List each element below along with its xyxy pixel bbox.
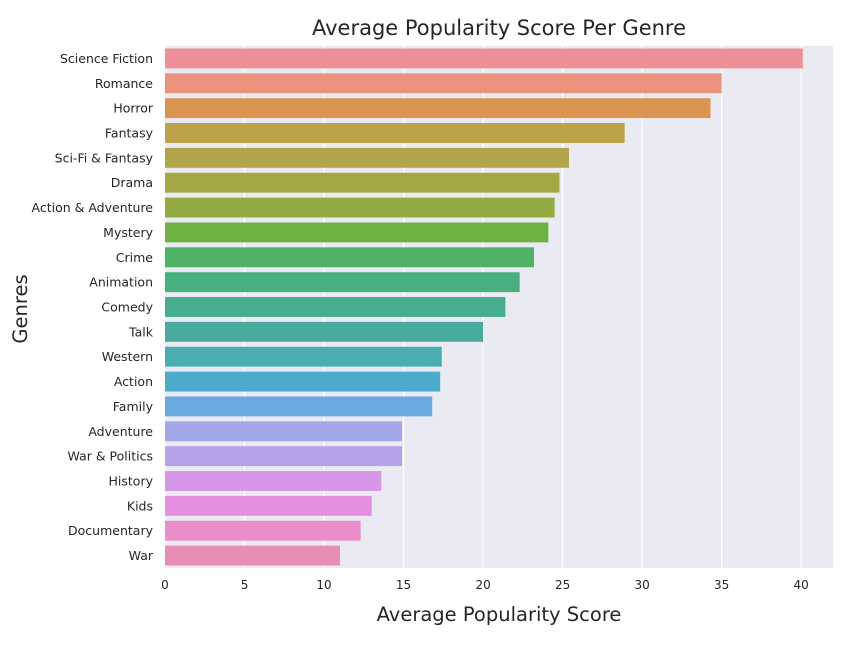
bar-6 [165, 197, 555, 218]
x-tick-label-8: 40 [794, 578, 809, 592]
y-tick-label-13: Action [114, 374, 153, 389]
bar-10 [165, 297, 506, 317]
y-tick-label-12: Western [102, 349, 153, 364]
bars [165, 48, 803, 566]
y-tick-label-7: Mystery [103, 225, 153, 240]
bar-0 [165, 48, 803, 69]
x-tick-label-6: 30 [635, 578, 650, 592]
x-tick-label-2: 10 [316, 578, 331, 592]
y-tick-labels: Science Fiction Romance Horror Fantasy Sci-F… [32, 51, 154, 563]
bar-7 [165, 222, 549, 243]
y-tick-label-11: Talk [128, 324, 154, 339]
bar-19 [165, 520, 361, 541]
bar-8 [165, 247, 534, 268]
y-tick-label-19: Documentary [68, 523, 154, 538]
y-tick-label-8: Crime [116, 250, 154, 265]
bar-5 [165, 172, 560, 193]
y-tick-label-5: Drama [111, 175, 153, 190]
x-axis-label: Average Popularity Score [377, 603, 622, 626]
x-tick-label-5: 25 [555, 578, 570, 592]
bar-1 [165, 73, 722, 94]
bar-14 [165, 396, 433, 417]
y-axis-label: Genres [9, 274, 32, 343]
bar-4 [165, 147, 569, 168]
bar-11 [165, 321, 484, 342]
x-tick-labels: 0 5 10 15 20 25 30 35 40 [161, 578, 809, 592]
x-tick-label-0: 0 [161, 578, 169, 592]
bar-9 [165, 272, 520, 293]
bar-15 [165, 421, 402, 442]
y-tick-label-4: Sci-Fi & Fantasy [55, 150, 154, 165]
y-tick-label-15: Adventure [88, 424, 153, 439]
bar-3 [165, 123, 625, 143]
y-tick-label-16: War & Politics [68, 449, 154, 464]
y-tick-label-2: Horror [113, 101, 153, 116]
y-tick-label-9: Animation [89, 275, 153, 290]
x-tick-label-7: 35 [714, 578, 729, 592]
y-tick-label-18: Kids [127, 498, 153, 513]
y-tick-label-20: War [129, 548, 154, 563]
y-tick-label-6: Action & Adventure [32, 200, 154, 215]
x-tick-label-3: 15 [396, 578, 411, 592]
y-tick-label-1: Romance [95, 76, 153, 91]
bar-17 [165, 471, 382, 491]
y-tick-label-0: Science Fiction [60, 51, 153, 66]
x-tick-label-1: 5 [241, 578, 249, 592]
x-tick-label-4: 20 [475, 578, 490, 592]
chart-title: Average Popularity Score Per Genre [312, 16, 686, 40]
y-tick-label-10: Comedy [101, 300, 153, 315]
bar-16 [165, 446, 402, 467]
bar-2 [165, 98, 711, 119]
bar-13 [165, 371, 441, 392]
bar-18 [165, 495, 372, 516]
y-tick-label-3: Fantasy [105, 126, 154, 141]
y-tick-label-14: Family [113, 399, 154, 414]
y-tick-label-17: History [109, 474, 154, 489]
bar-20 [165, 545, 340, 566]
bar-12 [165, 346, 442, 367]
